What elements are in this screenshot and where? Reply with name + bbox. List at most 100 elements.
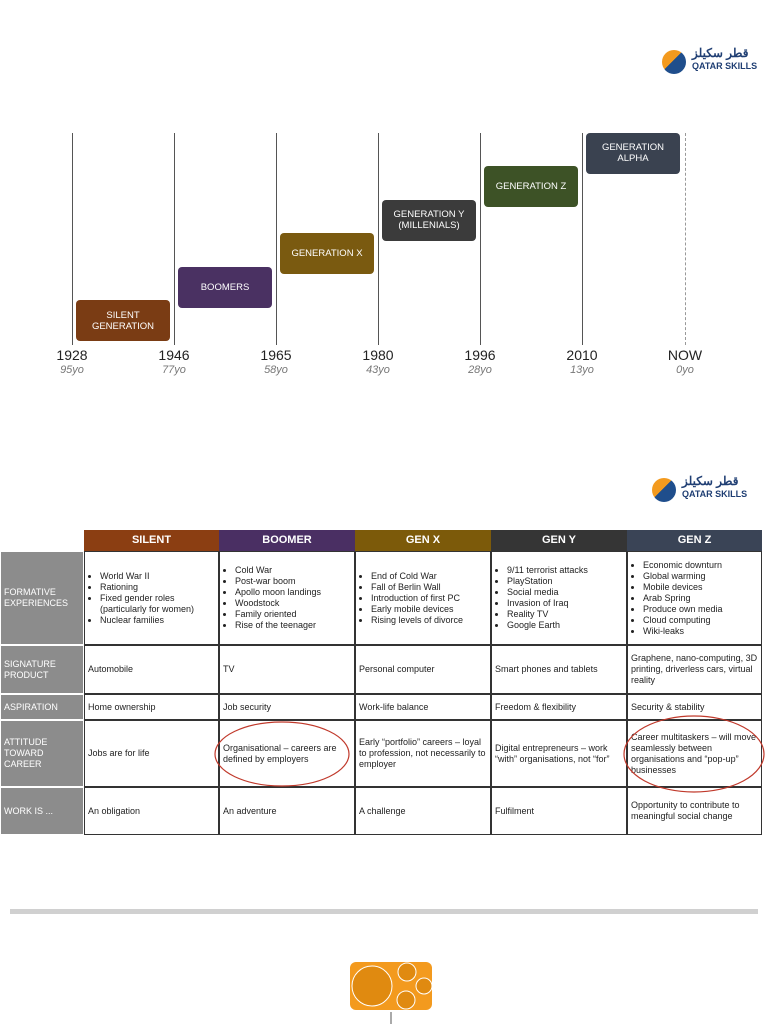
table-cell: World War IIRationingFixed gender roles … xyxy=(84,551,219,645)
generation-label: GENERATION xyxy=(91,320,155,332)
footer-logo xyxy=(397,962,417,982)
logo-arabic: قطر سكيلز xyxy=(682,474,739,488)
bullet-item: Google Earth xyxy=(507,620,623,631)
bullet-item: Early mobile devices xyxy=(371,604,487,615)
bullet-item: Mobile devices xyxy=(643,582,758,593)
bullet-item: Reality TV xyxy=(507,609,623,620)
table-cell: Opportunity to contribute to meaningful … xyxy=(627,787,762,835)
timeline-line xyxy=(378,133,379,345)
row-header: ASPIRATION xyxy=(0,694,84,720)
bullet-item: Cloud computing xyxy=(643,615,758,626)
year: 1928 xyxy=(56,347,88,363)
footer-logo xyxy=(415,977,433,995)
table-cell: Job security xyxy=(219,694,355,720)
row-header: WORK IS ... xyxy=(0,787,84,835)
generation-label: ALPHA xyxy=(617,153,649,164)
table-cell: Smart phones and tablets xyxy=(491,645,627,694)
bullet-item: Introduction of first PC xyxy=(371,593,487,604)
timeline-line xyxy=(174,133,175,345)
row-header: SIGNATURE PRODUCT xyxy=(0,645,84,694)
table-cell: Jobs are for life xyxy=(84,720,219,787)
bullet-item: Global warming xyxy=(643,571,758,582)
logo-arabic: قطر سكيلز xyxy=(692,46,749,60)
bullet-list: Economic downturnGlobal warmingMobile de… xyxy=(631,560,758,637)
bullet-item: Fixed gender roles (particularly for wom… xyxy=(100,593,215,615)
bullet-item: 9/11 terrorist attacks xyxy=(507,565,623,576)
bullet-item: Apollo moon landings xyxy=(235,587,351,598)
timeline-line xyxy=(72,133,73,345)
bullet-item: End of Cold War xyxy=(371,571,487,582)
generation-label: GENERATION Z xyxy=(495,181,567,192)
bullet-list: 9/11 terrorist attacksPlayStationSocial … xyxy=(495,565,623,631)
bullet-list: World War IIRationingFixed gender roles … xyxy=(88,571,215,626)
bullet-item: Nuclear families xyxy=(100,615,215,626)
bullet-item: Fall of Berlin Wall xyxy=(371,582,487,593)
table-cell: Cold WarPost-war boomApollo moon landing… xyxy=(219,551,355,645)
table-cell: An obligation xyxy=(84,787,219,835)
year: 1965 xyxy=(260,347,292,363)
timeline-line xyxy=(582,133,583,345)
logo: قطر سكيلز QATAR SKILLS xyxy=(662,44,768,78)
table-cell: Automobile xyxy=(84,645,219,694)
generation-label: GENERATION Y xyxy=(393,209,465,220)
age: 77yo xyxy=(162,364,186,376)
column-header: GEN Z xyxy=(627,530,762,551)
table-cell: Organisational – careers are defined by … xyxy=(219,720,355,787)
column-header: GEN Y xyxy=(491,530,627,551)
year: 1980 xyxy=(362,347,394,363)
bullet-item: Invasion of Iraq xyxy=(507,598,623,609)
table-cell: Digital entrepreneurs – work “with” orga… xyxy=(491,720,627,787)
bullet-item: Arab Spring xyxy=(643,593,758,604)
table-cell: Security & stability xyxy=(627,694,762,720)
logo-text: QATAR SKILLS xyxy=(692,61,758,71)
bullet-item: Family oriented xyxy=(235,609,351,620)
table-cell: Personal computer xyxy=(355,645,491,694)
generation-label: BOOMERS xyxy=(200,281,250,293)
table-cell: Career multitaskers – will move seamless… xyxy=(627,720,762,787)
logo-text: QATAR SKILLS xyxy=(682,489,748,499)
age: 28yo xyxy=(468,364,492,376)
bullet-item: World War II xyxy=(100,571,215,582)
column-header: GEN X xyxy=(355,530,491,551)
generation-box: SILENT GENERATION xyxy=(76,300,170,341)
logo: قطر سكيلز QATAR SKILLS xyxy=(652,472,762,506)
table-cell: An adventure xyxy=(219,787,355,835)
age: 13yo xyxy=(570,364,594,376)
table-cell: A challenge xyxy=(355,787,491,835)
row-header: FORMATIVE EXPERIENCES xyxy=(0,551,84,645)
year: 2010 xyxy=(566,347,598,363)
header-band xyxy=(0,20,768,98)
bullet-list: End of Cold WarFall of Berlin WallIntrod… xyxy=(359,571,487,626)
table-cell: Early “portfolio” careers – loyal to pro… xyxy=(355,720,491,787)
bullet-item: Cold War xyxy=(235,565,351,576)
age: 43yo xyxy=(366,364,390,376)
generation-box: GENERATION Z xyxy=(484,166,578,207)
bullet-item: Social media xyxy=(507,587,623,598)
generation-label: SILENT xyxy=(106,309,140,321)
generation-box: GENERATION ALPHA xyxy=(586,132,680,174)
year: NOW xyxy=(667,347,703,363)
bullet-item: Woodstock xyxy=(235,598,351,609)
timeline-line xyxy=(276,133,277,345)
timeline-line xyxy=(480,133,481,345)
age: 95yo xyxy=(60,364,84,376)
year: 1946 xyxy=(158,347,190,363)
generation-box: GENERATION X xyxy=(280,233,374,274)
bullet-item: Rise of the teenager xyxy=(235,620,351,631)
table-cell: Freedom & flexibility xyxy=(491,694,627,720)
bullet-item: Economic downturn xyxy=(643,560,758,571)
bullet-item: Rationing xyxy=(100,582,215,593)
bullet-item: PlayStation xyxy=(507,576,623,587)
table-cell: TV xyxy=(219,645,355,694)
generation-box: GENERATION Y (MILLENIALS) xyxy=(382,199,476,241)
column-header: BOOMER xyxy=(219,530,355,551)
bullet-item: Post-war boom xyxy=(235,576,351,587)
footer-logo xyxy=(396,990,416,1010)
column-header: SILENT xyxy=(84,530,219,551)
row-header: ATTITUDE TOWARD CAREER xyxy=(0,720,84,787)
table-cell: Work-life balance xyxy=(355,694,491,720)
timeline-line xyxy=(685,133,687,345)
age: 58yo xyxy=(264,364,288,376)
age: 0yo xyxy=(676,364,694,376)
